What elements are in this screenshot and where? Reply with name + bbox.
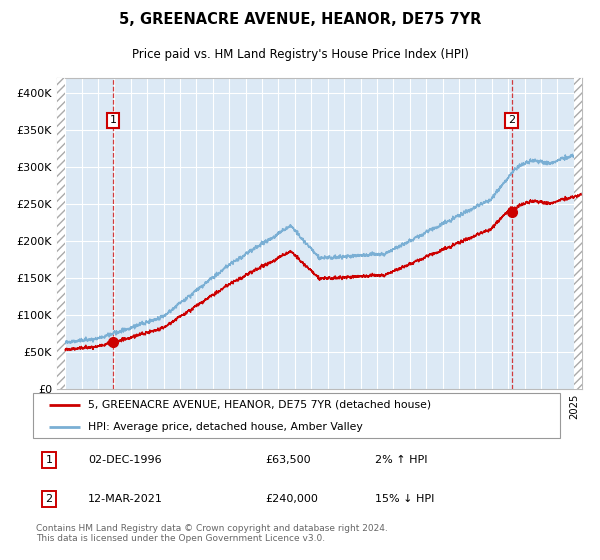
Text: £240,000: £240,000 [266, 494, 319, 504]
Text: 5, GREENACRE AVENUE, HEANOR, DE75 7YR (detached house): 5, GREENACRE AVENUE, HEANOR, DE75 7YR (d… [88, 400, 431, 410]
Text: 1: 1 [46, 455, 53, 465]
Text: 1: 1 [110, 115, 116, 125]
Text: 2: 2 [46, 494, 53, 504]
Text: 12-MAR-2021: 12-MAR-2021 [88, 494, 163, 504]
Text: 2% ↑ HPI: 2% ↑ HPI [376, 455, 428, 465]
Bar [574, 78, 582, 389]
Text: 2: 2 [508, 115, 515, 125]
Text: 15% ↓ HPI: 15% ↓ HPI [376, 494, 434, 504]
Text: 5, GREENACRE AVENUE, HEANOR, DE75 7YR: 5, GREENACRE AVENUE, HEANOR, DE75 7YR [119, 12, 481, 27]
Text: £63,500: £63,500 [266, 455, 311, 465]
Text: HPI: Average price, detached house, Amber Valley: HPI: Average price, detached house, Ambe… [88, 422, 363, 432]
Text: Contains HM Land Registry data © Crown copyright and database right 2024.
This d: Contains HM Land Registry data © Crown c… [36, 524, 388, 543]
FancyBboxPatch shape [34, 394, 560, 438]
Bar [57, 78, 65, 389]
Text: Price paid vs. HM Land Registry's House Price Index (HPI): Price paid vs. HM Land Registry's House … [131, 48, 469, 61]
Text: 02-DEC-1996: 02-DEC-1996 [88, 455, 162, 465]
